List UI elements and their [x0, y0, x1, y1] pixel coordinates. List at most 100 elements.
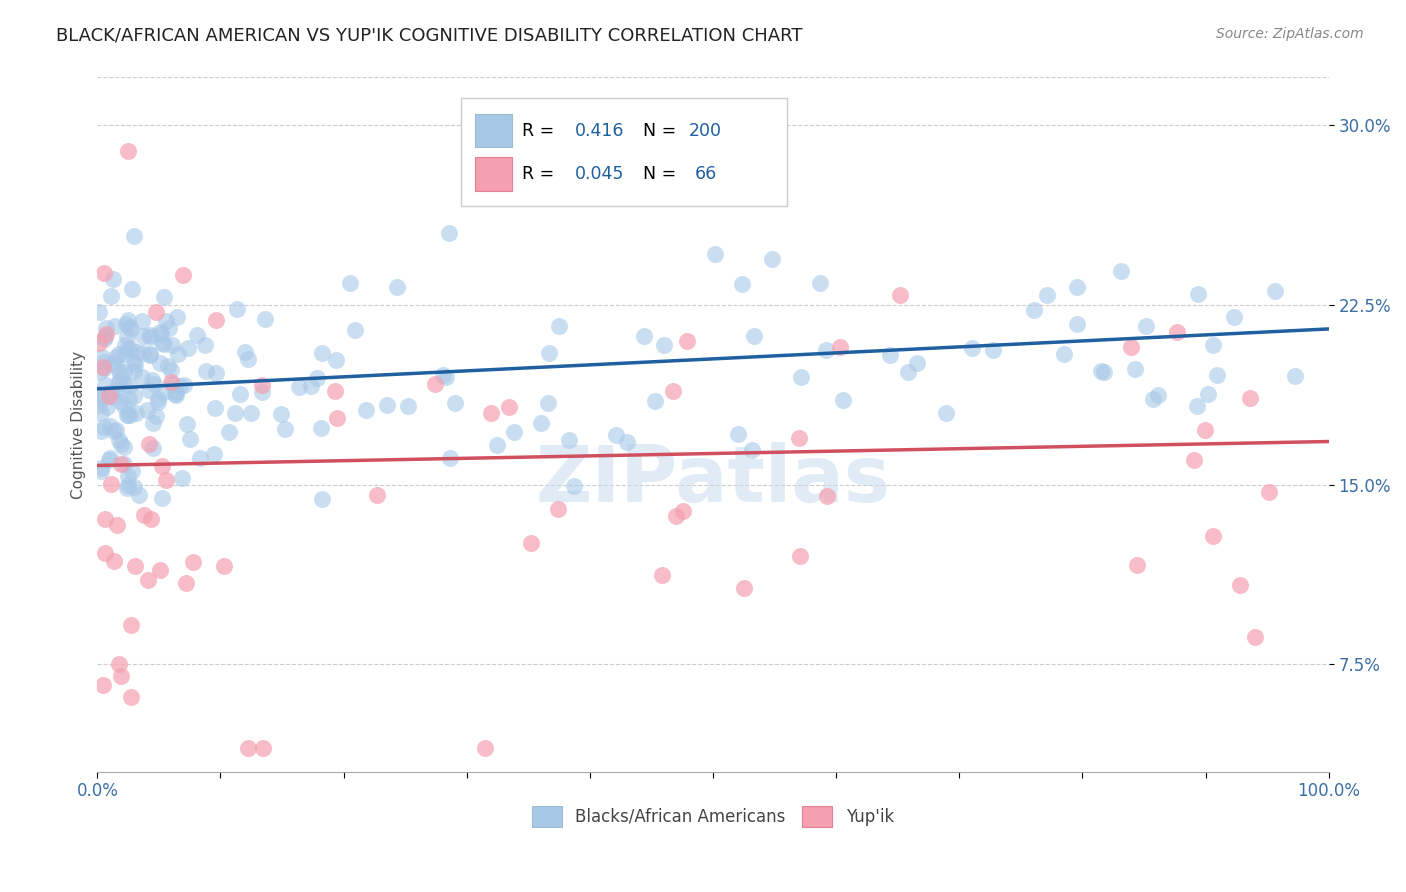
- Point: [125, 344, 148, 359]
- Point: [790, 370, 813, 384]
- Point: [174, 576, 197, 591]
- Point: [676, 334, 699, 349]
- Point: [125, 407, 148, 421]
- Point: [562, 479, 585, 493]
- Point: [789, 549, 811, 563]
- Point: [172, 471, 194, 485]
- Point: [179, 432, 201, 446]
- Point: [204, 366, 226, 380]
- Point: [1229, 578, 1251, 592]
- Y-axis label: Cognitive Disability: Cognitive Disability: [72, 351, 86, 499]
- Point: [103, 390, 125, 404]
- Point: [104, 384, 127, 398]
- Point: [934, 406, 956, 420]
- Point: [132, 346, 155, 360]
- Point: [375, 398, 398, 412]
- Point: [287, 380, 309, 394]
- Point: [652, 338, 675, 352]
- Point: [889, 288, 911, 302]
- Point: [156, 359, 179, 373]
- Point: [110, 458, 132, 472]
- Point: [1125, 558, 1147, 572]
- Point: [299, 378, 322, 392]
- Text: 0.045: 0.045: [575, 165, 624, 183]
- Point: [122, 364, 145, 378]
- Point: [502, 425, 524, 439]
- Point: [115, 481, 138, 495]
- Point: [98, 386, 121, 401]
- Text: N =: N =: [643, 165, 676, 183]
- Point: [1147, 388, 1170, 402]
- Point: [117, 469, 139, 483]
- Point: [97, 453, 120, 467]
- Point: [139, 327, 162, 342]
- Point: [879, 348, 901, 362]
- Text: 66: 66: [695, 165, 717, 183]
- Point: [1206, 368, 1229, 382]
- Point: [120, 342, 142, 356]
- Point: [149, 563, 172, 577]
- Point: [150, 335, 173, 350]
- Point: [202, 447, 225, 461]
- Text: R =: R =: [522, 122, 560, 140]
- Point: [1264, 285, 1286, 299]
- Point: [117, 408, 139, 422]
- Point: [108, 373, 131, 387]
- Point: [98, 419, 121, 434]
- Point: [311, 346, 333, 360]
- Point: [120, 408, 142, 422]
- Text: 0.416: 0.416: [575, 122, 624, 140]
- Point: [325, 384, 347, 398]
- Point: [118, 379, 141, 393]
- Point: [704, 247, 727, 261]
- Point: [121, 464, 143, 478]
- Point: [96, 321, 118, 335]
- Point: [1142, 392, 1164, 406]
- Point: [124, 229, 146, 244]
- Point: [91, 351, 114, 365]
- Point: [385, 280, 408, 294]
- Point: [128, 488, 150, 502]
- Point: [344, 322, 367, 336]
- Point: [744, 329, 766, 343]
- Point: [139, 348, 162, 362]
- Point: [155, 473, 177, 487]
- Point: [94, 546, 117, 560]
- Point: [325, 353, 347, 368]
- Point: [252, 385, 274, 400]
- Point: [163, 387, 186, 401]
- Point: [1202, 529, 1225, 543]
- Point: [122, 389, 145, 403]
- Point: [239, 406, 262, 420]
- Point: [91, 360, 114, 375]
- Point: [1223, 310, 1246, 325]
- Point: [103, 424, 125, 438]
- Point: [155, 314, 177, 328]
- Point: [177, 342, 200, 356]
- Point: [434, 369, 457, 384]
- Point: [651, 567, 673, 582]
- Point: [1123, 362, 1146, 376]
- Point: [396, 399, 419, 413]
- Point: [96, 327, 118, 342]
- Text: N =: N =: [643, 122, 676, 140]
- Point: [89, 392, 111, 406]
- Point: [633, 329, 655, 343]
- Point: [121, 321, 143, 335]
- Point: [110, 669, 132, 683]
- Point: [831, 393, 853, 408]
- Point: [214, 559, 236, 574]
- Point: [309, 421, 332, 435]
- Point: [1053, 346, 1076, 360]
- Point: [104, 319, 127, 334]
- Point: [100, 289, 122, 303]
- Point: [142, 441, 165, 455]
- Point: [311, 492, 333, 507]
- Point: [815, 343, 838, 357]
- Point: [1185, 399, 1208, 413]
- Point: [124, 558, 146, 573]
- Point: [118, 392, 141, 407]
- Point: [104, 424, 127, 438]
- Point: [1135, 319, 1157, 334]
- Point: [98, 389, 121, 403]
